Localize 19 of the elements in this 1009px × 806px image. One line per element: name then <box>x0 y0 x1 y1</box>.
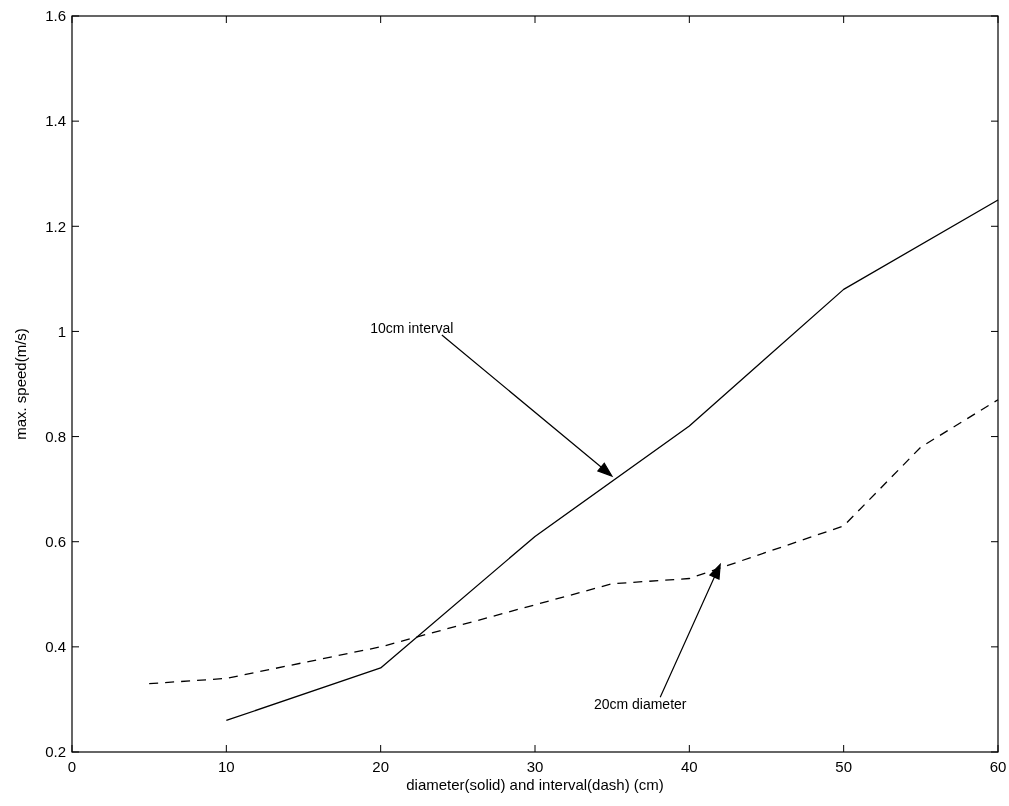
y-tick-label: 0.8 <box>45 427 66 445</box>
x-tick-label: 10 <box>217 758 235 775</box>
y-tick-label: 1 <box>57 322 66 340</box>
annotation: 10cm interval <box>370 319 454 336</box>
y-tick-label: 1.2 <box>45 217 66 235</box>
x-axis-title: diameter(solid) and interval(dash) (cm) <box>406 776 664 793</box>
x-tick-label: 0 <box>67 758 77 775</box>
y-tick-label: 1.6 <box>45 7 66 25</box>
y-tick-label: 1.4 <box>45 112 66 130</box>
y-tick-label: 0.4 <box>45 638 66 656</box>
y-axis-title: max. speed(m/s) <box>12 328 29 440</box>
y-tick-label: 0.2 <box>45 743 66 761</box>
annotation: 20cm diameter <box>593 696 687 713</box>
x-tick-label: 40 <box>680 758 698 775</box>
x-tick-label: 50 <box>835 758 853 775</box>
x-tick-label: 30 <box>526 758 544 775</box>
x-tick-label: 20 <box>372 758 390 775</box>
y-tick-label: 0.6 <box>45 532 66 550</box>
x-tick-label: 60 <box>989 758 1007 775</box>
